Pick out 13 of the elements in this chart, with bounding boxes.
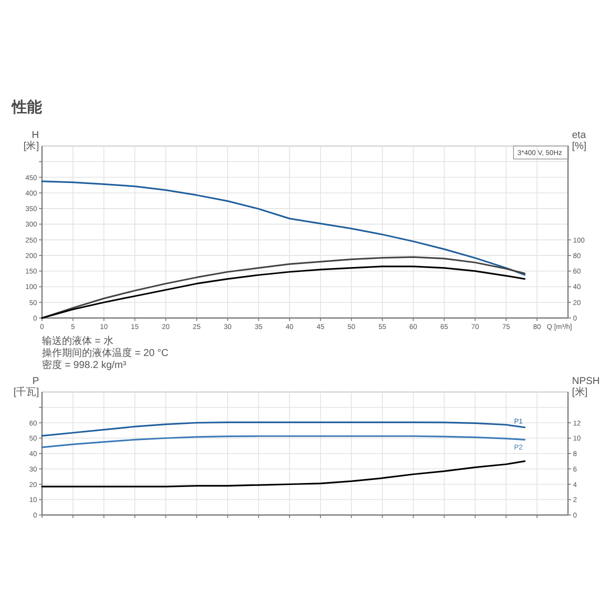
- y-axis-title: H [米]: [23, 130, 40, 152]
- line-series: [41, 435, 526, 448]
- text: 密度 = 998.2 kg/m³: [42, 359, 127, 371]
- line-series: [41, 460, 526, 488]
- line-series: [41, 266, 526, 319]
- line-series: [41, 180, 526, 276]
- text: 操作期间的液体温度 = 20 °C: [42, 347, 169, 359]
- y2-axis-title: eta [%]: [572, 130, 587, 152]
- y-axis-title: P [千瓦]: [13, 376, 40, 398]
- line-series: [41, 256, 526, 319]
- y2-axis-title: NPSH [米]: [572, 376, 600, 398]
- chart-title: 性能: [11, 99, 43, 116]
- text: 输送的液体 = 水: [42, 335, 114, 347]
